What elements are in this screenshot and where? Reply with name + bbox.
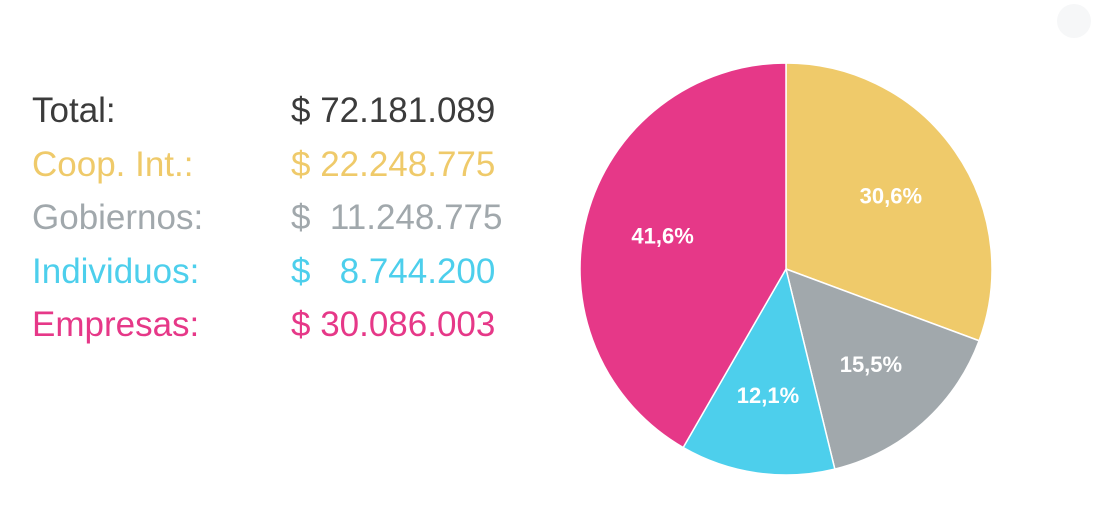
- pie-slice-gobiernos: [784, 267, 981, 471]
- legend-row-coop: Coop. Int.: $ 22.248.775: [32, 138, 532, 192]
- pie-slice-coop-int: [785, 62, 993, 342]
- pie-label-individuos: 12,1%: [737, 383, 799, 408]
- legend-value-individuos: $ 8.744.200: [291, 251, 496, 291]
- legend-label-total: Total:: [32, 91, 116, 130]
- legend-label-empresas: Empresas:: [32, 305, 200, 344]
- legend-value-empresas: $ 30.086.003: [291, 305, 496, 344]
- legend-label-coop: Coop. Int.:: [32, 144, 194, 184]
- legend-value-gobiernos: $ 11.248.775: [291, 198, 503, 237]
- legend-value-coop: $ 22.248.775: [291, 144, 496, 184]
- legend-row-total: Total: $ 72.181.089: [32, 84, 532, 138]
- legend-value-total: $ 72.181.089: [291, 91, 496, 130]
- legend-row-gobiernos: Gobiernos: $ 11.248.775: [32, 191, 532, 245]
- pie-slice-individuos: [682, 267, 836, 476]
- legend-label-individuos: Individuos:: [32, 251, 200, 291]
- pie-label-coop-int: 30,6%: [860, 184, 922, 209]
- pie-label-empresas: 41,6%: [631, 224, 693, 249]
- pie-label-gobiernos: 15,5%: [840, 352, 902, 377]
- pie-slice-empresas: [579, 62, 787, 449]
- pie-chart: 30,6% 15,5% 12,1% 41,6%: [579, 62, 993, 476]
- legend-label-gobiernos: Gobiernos:: [32, 198, 204, 237]
- legend-row-individuos: Individuos: $ 8.744.200: [32, 245, 532, 299]
- legend-row-empresas: Empresas: $ 30.086.003: [32, 298, 532, 352]
- summary-legend: Total: $ 72.181.089 Coop. Int.: $ 22.248…: [32, 84, 532, 352]
- corner-badge: [1057, 4, 1091, 38]
